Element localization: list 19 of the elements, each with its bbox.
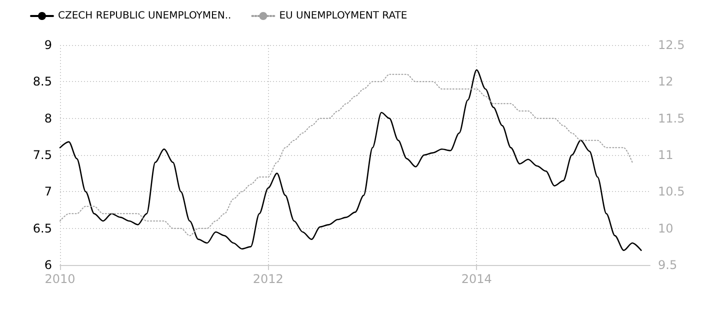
y2-tick-label: 11.5 bbox=[658, 111, 685, 126]
y2-tick-label: 9.5 bbox=[658, 258, 678, 272]
y-tick-label: 8.5 bbox=[32, 74, 52, 89]
y-tick-label: 7.5 bbox=[32, 148, 52, 162]
y2-tick-label: 12.5 bbox=[658, 38, 685, 52]
x-tick-label: 2014 bbox=[461, 272, 492, 286]
legend-label: EU UNEMPLOYMENT RATE bbox=[279, 10, 408, 22]
y-tick-label: 8 bbox=[44, 111, 52, 126]
x-tick-label: 2012 bbox=[252, 272, 284, 286]
legend-label: CZECH REPUBLIC UNEMPLOYMEN.. bbox=[58, 10, 232, 22]
y-tick-label: 6 bbox=[44, 258, 52, 272]
y-tick-label: 6.5 bbox=[32, 221, 52, 236]
y-tick-label: 9 bbox=[44, 38, 52, 52]
y-tick-label: 7 bbox=[44, 184, 52, 199]
y2-tick-label: 11 bbox=[658, 148, 674, 162]
y2-tick-label: 10.5 bbox=[658, 184, 685, 199]
x-tick-label: 2010 bbox=[44, 272, 76, 286]
y2-tick-label: 10 bbox=[658, 221, 674, 236]
y2-tick-label: 12 bbox=[658, 74, 674, 89]
